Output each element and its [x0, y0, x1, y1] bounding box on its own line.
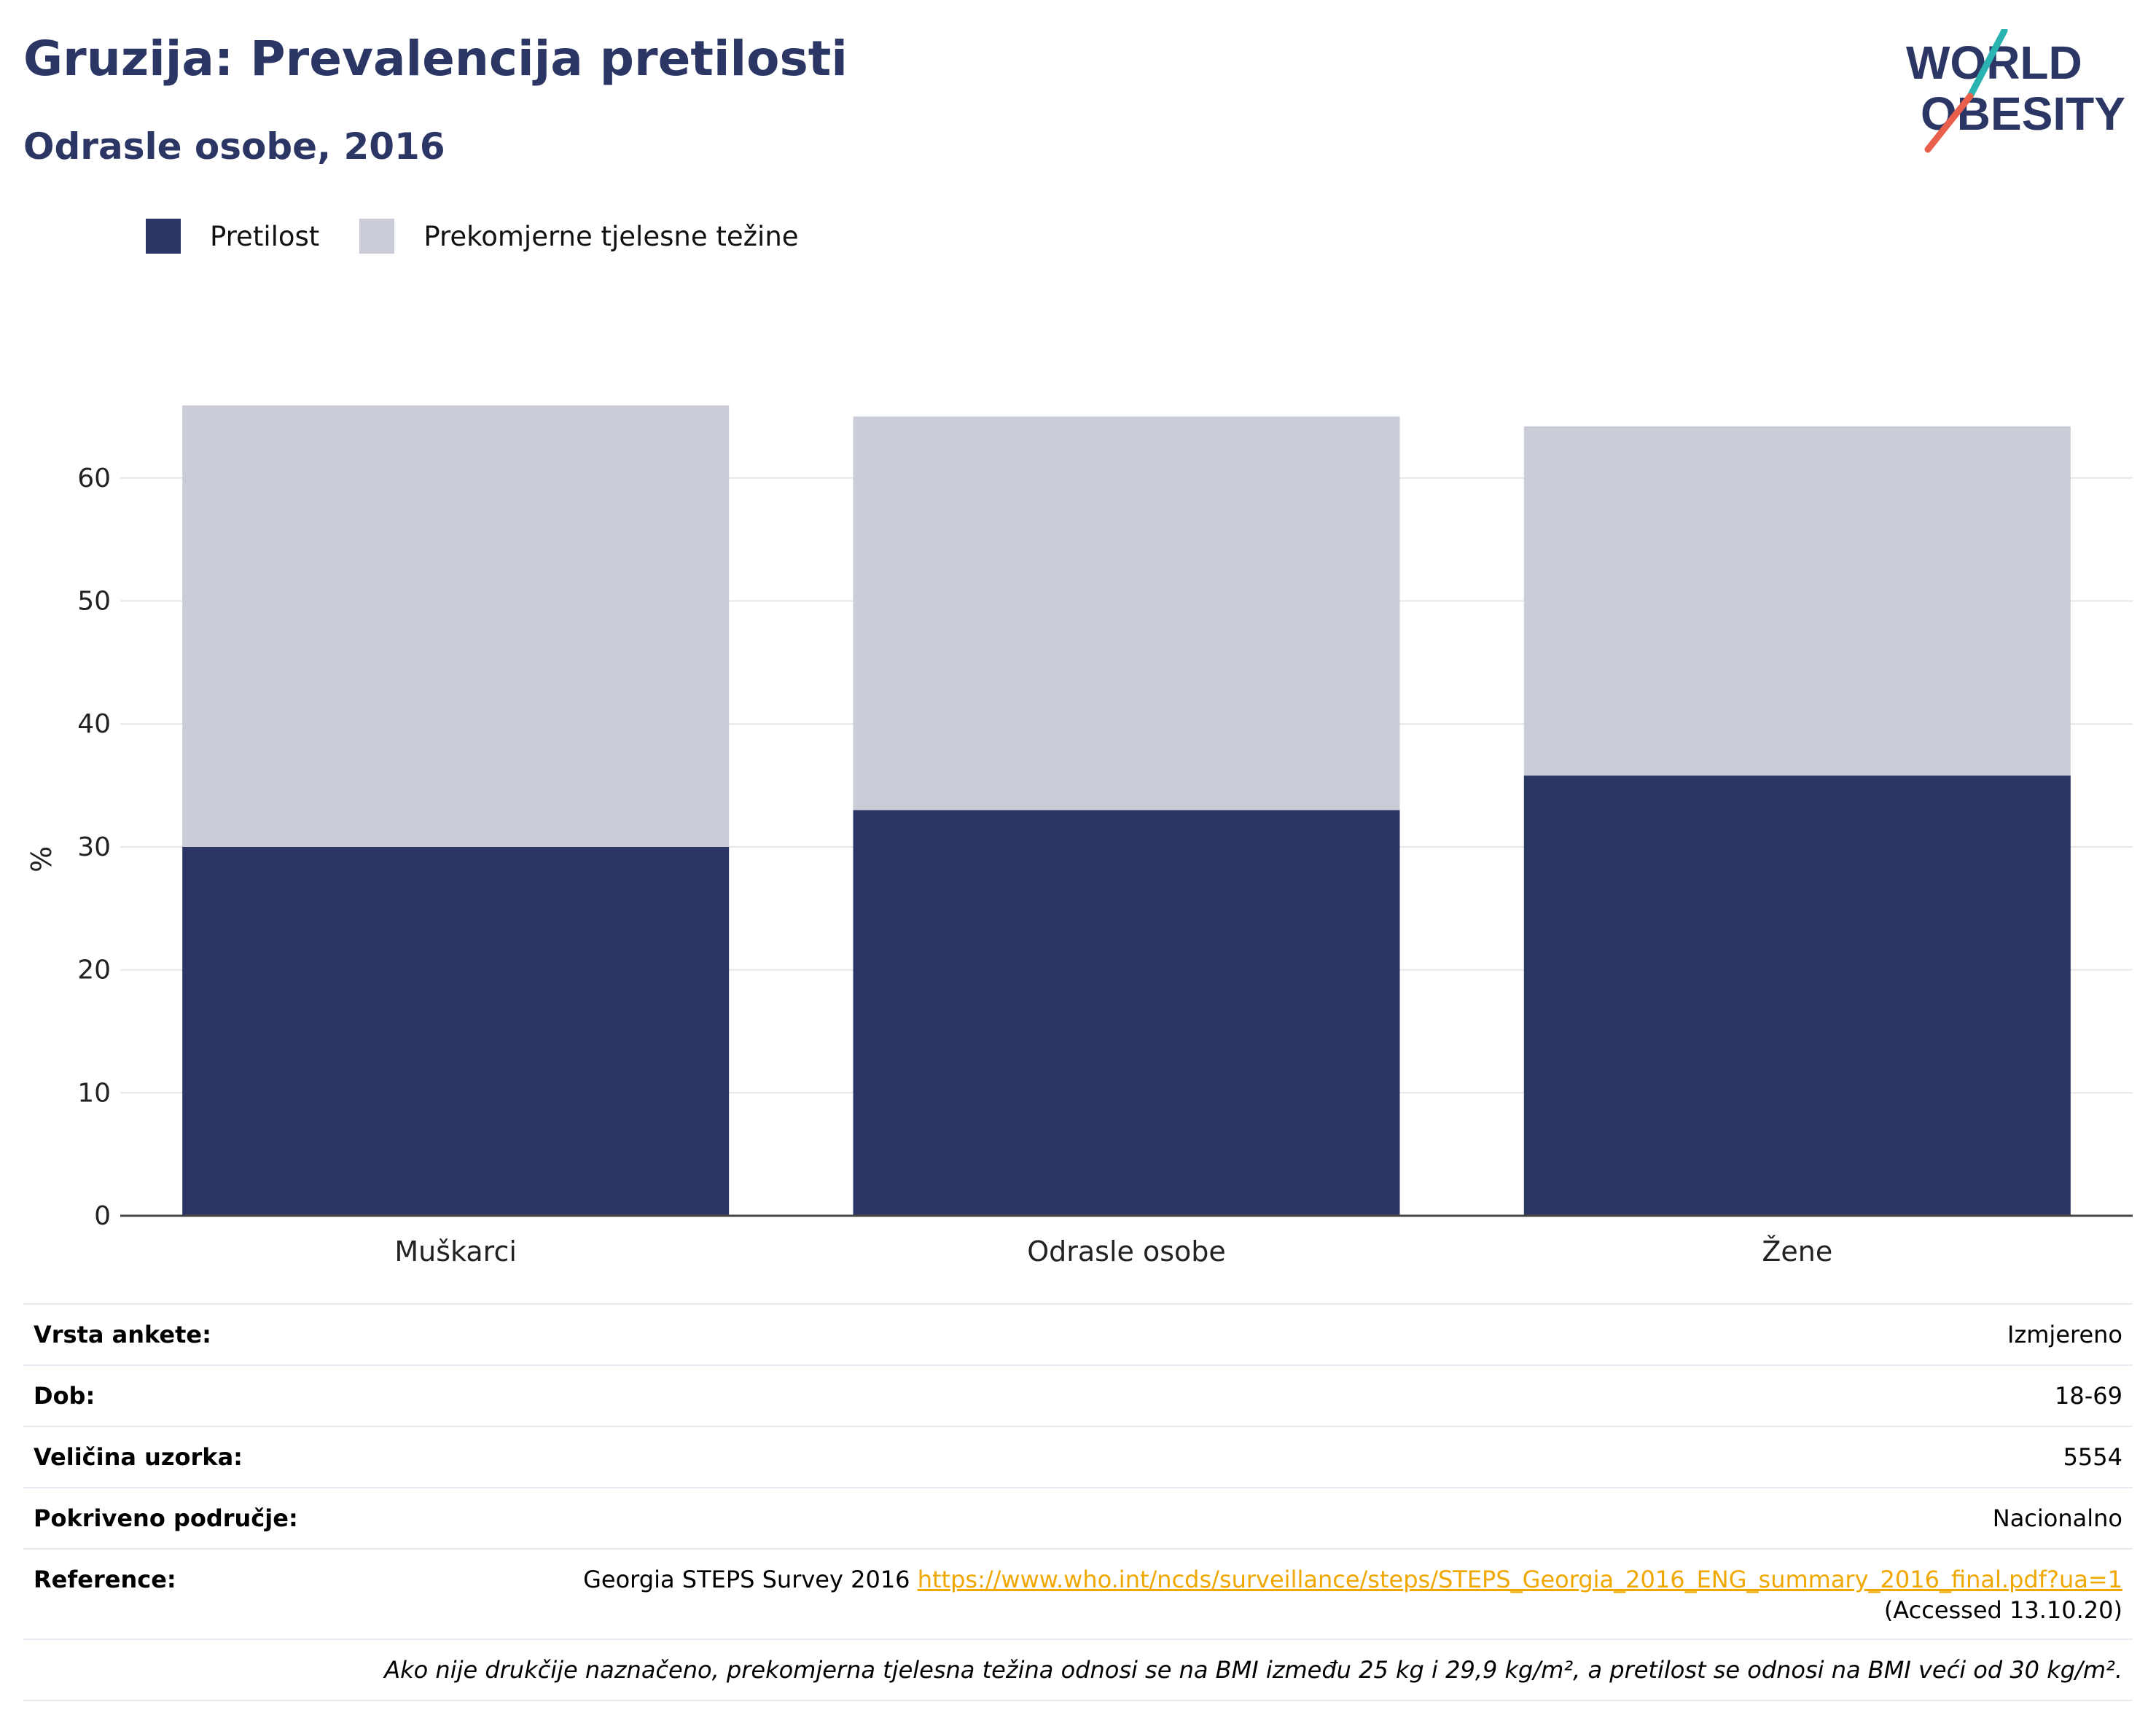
info-row-age: Dob: 18-69	[23, 1364, 2133, 1426]
info-value: Izmjereno	[2007, 1321, 2122, 1348]
y-tick-label: 50	[77, 587, 111, 617]
legend-label-obesity: Pretilost	[210, 220, 320, 252]
bar-obesity	[1523, 776, 2071, 1216]
y-tick-label: 30	[77, 832, 111, 862]
y-tick-label: 10	[77, 1078, 111, 1108]
info-label: Reference:	[34, 1566, 176, 1593]
info-label: Dob:	[34, 1382, 95, 1410]
y-tick-label: 60	[77, 464, 111, 493]
info-label: Vrsta ankete:	[34, 1321, 211, 1348]
world-obesity-logo: WORLD OBESITY	[1906, 29, 2125, 153]
bar-obesity	[853, 810, 1400, 1216]
chart-title: Gruzija: Prevalencija pretilosti	[23, 31, 848, 87]
info-value: 18-69	[2055, 1382, 2122, 1410]
info-value: 5554	[2063, 1443, 2122, 1471]
legend-swatch-obesity	[146, 219, 181, 254]
legend-item-overweight[interactable]: Prekomjerne tjelesne težine	[359, 219, 799, 254]
y-axis-title: %	[26, 846, 58, 872]
x-tick-label: Žene	[1762, 1235, 1832, 1268]
y-tick-label: 20	[77, 956, 111, 985]
y-tick-label: 0	[94, 1201, 111, 1231]
legend-swatch-overweight	[359, 219, 395, 254]
info-value: Georgia STEPS Survey 2016 https://www.wh…	[583, 1564, 2122, 1625]
info-row-reference: Reference: Georgia STEPS Survey 2016 htt…	[23, 1548, 2133, 1639]
bar-overweight	[182, 405, 730, 847]
legend-label-overweight: Prekomjerne tjelesne težine	[423, 220, 799, 252]
info-label: Veličina uzorka:	[34, 1443, 243, 1471]
x-tick-label: Odrasle osobe	[1027, 1235, 1226, 1268]
y-tick-label: 40	[77, 709, 111, 739]
bar-chart: 0 10 20 30 40 50 60 Muškarci Odrasle osobe Žene%	[26, 405, 2133, 1268]
chart-legend: Pretilost Prekomjerne tjelesne težine	[146, 217, 839, 255]
reference-source: Georgia STEPS Survey 2016	[583, 1566, 910, 1593]
info-row-coverage: Pokriveno područje: Nacionalno	[23, 1487, 2133, 1548]
info-row-survey-type: Vrsta ankete: Izmjereno	[23, 1303, 2133, 1364]
bar-overweight	[1523, 426, 2071, 776]
bar-overweight	[853, 416, 1400, 811]
info-row-sample-size: Veličina uzorka: 5554	[23, 1426, 2133, 1487]
bar-obesity	[182, 846, 730, 1216]
reference-accessed: (Accessed 13.10.20)	[1883, 1596, 2122, 1624]
reference-link[interactable]: https://www.who.int/ncds/surveillance/st…	[917, 1566, 2122, 1593]
chart-subtitle: Odrasle osobe, 2016	[23, 125, 445, 168]
bmi-definition-note: Ako nije drukčije naznačeno, prekomjerna…	[23, 1639, 2133, 1701]
info-label: Pokriveno područje:	[34, 1504, 298, 1532]
info-value: Nacionalno	[1992, 1504, 2122, 1532]
x-tick-label: Muškarci	[394, 1235, 517, 1268]
survey-info-table: Vrsta ankete: Izmjereno Dob: 18-69 Velič…	[23, 1303, 2133, 1701]
legend-item-obesity[interactable]: Pretilost	[146, 219, 319, 254]
